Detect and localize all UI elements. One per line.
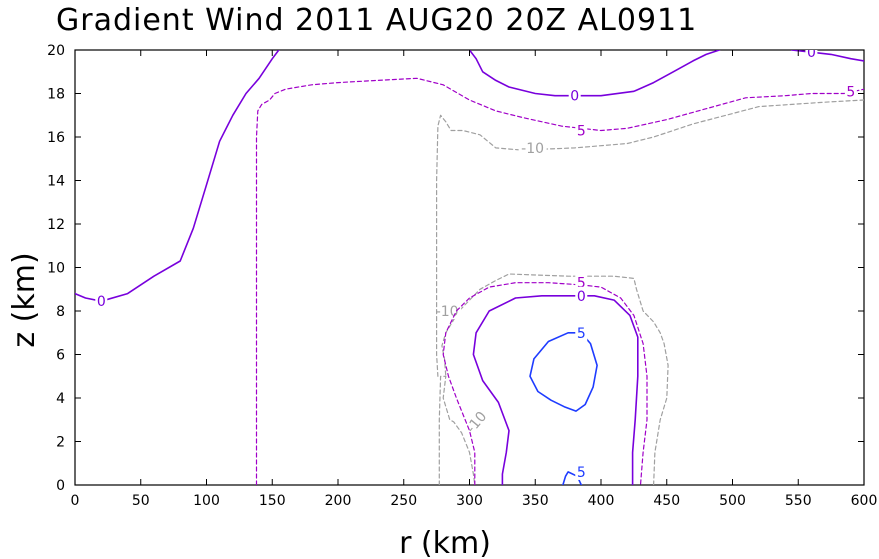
- contour-line-0-8: [790, 50, 864, 62]
- contour-label: 5: [575, 121, 588, 139]
- contour-label: 5: [575, 462, 588, 481]
- contour-label-text: 5: [577, 465, 586, 481]
- contour-label: -10: [518, 138, 547, 157]
- x-tick-label: 450: [653, 493, 680, 509]
- x-tick-label: 0: [71, 493, 80, 509]
- contour-label: 5: [844, 82, 857, 100]
- contour-label-text: 5: [577, 123, 586, 139]
- contour-line--10-0: [438, 375, 476, 485]
- contour-label-text: 0: [577, 289, 586, 305]
- x-tick-label: 500: [719, 493, 746, 509]
- y-tick-label: 6: [56, 348, 65, 364]
- y-tick-label: 10: [47, 261, 65, 277]
- contour-line--5-3: [255, 77, 864, 485]
- contour-label: 0: [805, 45, 818, 61]
- contour-label-text: -10: [521, 141, 544, 157]
- contour-line-0-5: [75, 50, 280, 302]
- contour-label-text: 5: [846, 84, 855, 100]
- y-tick-label: 16: [47, 130, 65, 146]
- contour-label: -10: [460, 405, 492, 438]
- y-tick-label: 12: [47, 217, 65, 233]
- contour-line--10-1: [441, 273, 669, 485]
- contour-label: 0: [95, 292, 108, 310]
- y-tick-label: 18: [47, 87, 65, 103]
- x-tick-label: 50: [132, 493, 150, 509]
- contour-label: 0: [575, 286, 588, 305]
- y-tick-label: 14: [47, 174, 65, 190]
- contour-line-0-6: [472, 295, 639, 485]
- contour-label: 5: [575, 323, 588, 342]
- x-tick-label: 300: [456, 493, 483, 509]
- contour-label-text: 0: [570, 89, 579, 105]
- y-tick-label: 0: [56, 478, 65, 494]
- x-tick-label: 100: [193, 493, 220, 509]
- chart-title: Gradient Wind 2011 AUG20 20Z AL0911: [56, 3, 697, 38]
- contour-label-text: 0: [97, 294, 106, 310]
- x-tick-label: 250: [390, 493, 417, 509]
- axes: 0 50 100 150 200 250 300 350 400 450 500 550 6000246…: [47, 43, 877, 509]
- contour-label-text: -10: [436, 304, 459, 320]
- contour-line-0-7: [468, 50, 721, 97]
- y-tick-label: 4: [56, 391, 65, 407]
- contour-label-text: 5: [577, 326, 586, 342]
- x-tick-label: 550: [785, 493, 812, 509]
- contour-line--10-2: [436, 99, 864, 377]
- x-axis-title: r (km): [399, 526, 491, 559]
- x-tick-label: 200: [325, 493, 352, 509]
- contour-line--5-4: [442, 282, 648, 485]
- x-tick-label: 150: [259, 493, 286, 509]
- contour-label: 5: [575, 273, 588, 292]
- y-tick-label: 8: [56, 304, 65, 320]
- contour-label-text: 5: [577, 276, 586, 292]
- x-tick-label: 350: [522, 493, 549, 509]
- y-axis-title: z (km): [7, 252, 42, 347]
- contour-line-5-9: [529, 332, 598, 412]
- x-tick-label: 600: [851, 493, 878, 509]
- contour-label-text: 0: [807, 45, 816, 61]
- y-tick-label: 2: [56, 435, 65, 451]
- contour-label: 0: [568, 86, 581, 105]
- x-tick-label: 400: [588, 493, 615, 509]
- y-tick-label: 20: [47, 43, 65, 59]
